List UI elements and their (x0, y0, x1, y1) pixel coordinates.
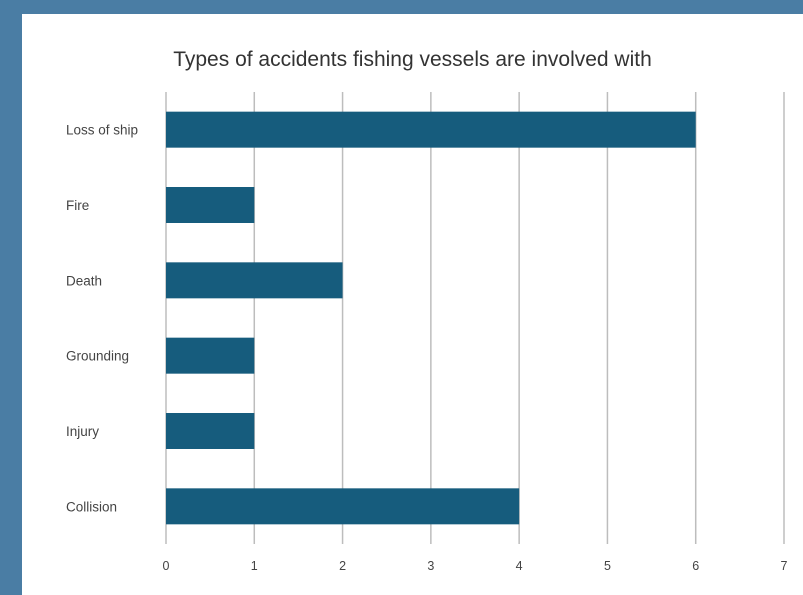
x-tick-label: 0 (163, 559, 170, 573)
x-tick-label: 6 (692, 559, 699, 573)
bars (166, 111, 696, 525)
bar-death (166, 262, 343, 299)
category-labels: Loss of ship Fire Death Grounding Injury Coll… (66, 123, 138, 515)
bar-grounding (166, 337, 255, 374)
gridlines (165, 92, 785, 544)
category-label: Death (66, 273, 102, 288)
category-label: Grounding (66, 349, 129, 364)
bar-chart: Loss of ship Fire Death Grounding Injury Coll… (66, 92, 788, 573)
bar-injury (166, 413, 255, 449)
category-label: Injury (66, 424, 99, 439)
x-tick-label: 5 (604, 559, 611, 573)
bar-loss-of-ship (166, 111, 696, 148)
x-tick-label: 2 (339, 559, 346, 573)
category-label: Loss of ship (66, 123, 138, 138)
tick-labels: 0 1 2 3 4 5 6 7 (163, 559, 788, 573)
category-label: Fire (66, 198, 89, 213)
x-tick-label: 3 (427, 559, 434, 573)
bar-collision (166, 488, 520, 525)
x-tick-label: 4 (516, 559, 523, 573)
chart-title: Types of accidents fishing vessels are i… (173, 48, 652, 71)
x-tick-label: 1 (251, 559, 258, 573)
x-tick-label: 7 (781, 559, 788, 573)
chart-card: Types of accidents fishing vessels are i… (22, 14, 803, 595)
category-label: Collision (66, 499, 117, 514)
bar-fire (166, 187, 255, 223)
